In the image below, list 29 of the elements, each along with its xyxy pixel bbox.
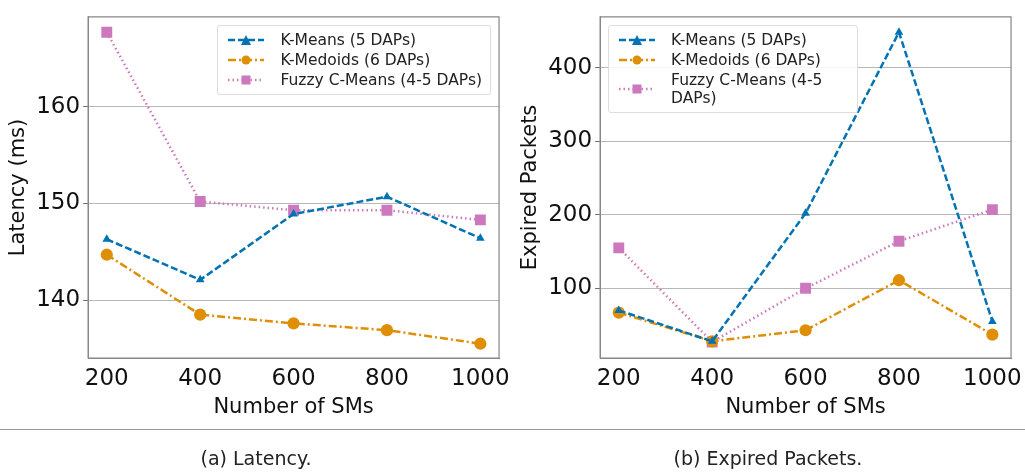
y-tick-label: 140 (36, 285, 81, 312)
y-axis-title: Latency (ms) (5, 118, 30, 257)
y-tick-label: 100 (548, 273, 593, 300)
legend-label: Fuzzy C-Means (4-5 DAPs) (671, 70, 824, 107)
legend-label: K-Means (5 DAPs) (280, 30, 417, 49)
y-tick-label: 200 (548, 199, 593, 226)
x-tick-label: 1000 (451, 363, 510, 390)
y-axis-title: Expired Packets (517, 104, 542, 271)
x-axis-title: Number of SMs (213, 393, 374, 418)
x-tick-label: 600 (271, 363, 316, 390)
legend-label: K-Medoids (6 DAPs) (671, 50, 821, 69)
legend-label: K-Medoids (6 DAPs) (280, 50, 431, 69)
x-tick-label: 800 (877, 363, 921, 390)
x-axis-title: Number of SMs (725, 393, 886, 418)
x-tick-label: 400 (178, 363, 223, 390)
legend-label: Fuzzy C-Means (4-5 DAPs) (280, 70, 483, 89)
x-tick-label: 200 (596, 363, 641, 390)
x-tick-label: 200 (84, 363, 129, 390)
text: (b) Expired Packets. (672, 447, 864, 469)
y-tick-label: 300 (548, 126, 593, 153)
y-tick-label: 150 (36, 188, 81, 215)
x-tick-label: 400 (690, 363, 735, 390)
x-tick-label: 1000 (963, 363, 1022, 390)
y-tick-label: 160 (36, 91, 81, 118)
x-tick-label: 600 (783, 363, 828, 390)
x-tick-label: 800 (365, 363, 409, 390)
y-tick-label: 400 (548, 52, 593, 79)
legend-label: K-Means (5 DAPs) (671, 30, 807, 49)
text: (a) Latency. (199, 447, 313, 469)
